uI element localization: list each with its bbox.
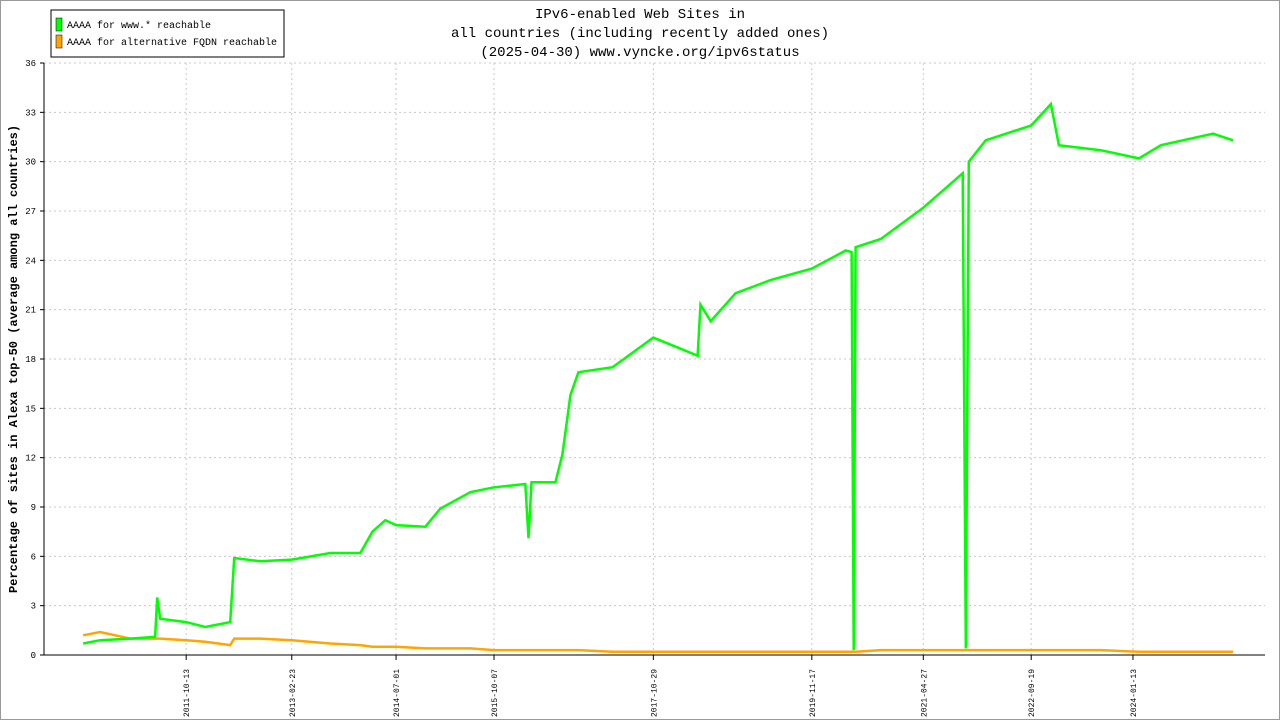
y-axis-label: Percentage of sites in Alexa top-50 (ave…	[7, 125, 21, 593]
x-tick-label: 2019-11-17	[809, 669, 818, 717]
y-tick-label: 0	[31, 651, 36, 661]
legend-swatch	[55, 34, 63, 49]
chart-title: IPv6-enabled Web Sites in	[535, 7, 745, 23]
x-tick-label: 2011-10-13	[183, 669, 192, 717]
x-tick-label: 2021-04-27	[920, 669, 929, 717]
x-tick-label: 2013-02-23	[289, 669, 298, 717]
y-tick-label: 33	[25, 108, 36, 118]
y-tick-label: 18	[25, 355, 36, 365]
y-tick-label: 15	[25, 404, 36, 414]
legend-box	[50, 9, 285, 58]
legend-swatch	[55, 17, 63, 32]
y-tick-label: 6	[31, 552, 36, 562]
x-tick-label: 2022-09-19	[1028, 669, 1037, 717]
chart-title: all countries (including recently added …	[451, 26, 829, 42]
x-tick-label: 2014-07-01	[393, 669, 402, 717]
legend-label: AAAA for alternative FQDN reachable	[67, 37, 277, 49]
x-tick-label: 2024-01-13	[1130, 669, 1139, 717]
y-tick-label: 3	[31, 602, 36, 612]
y-tick-label: 24	[25, 256, 36, 266]
y-tick-label: 21	[25, 306, 36, 316]
series-line	[82, 101, 1234, 651]
y-tick-label: 36	[25, 59, 36, 69]
series-line	[82, 630, 1234, 653]
legend-label: AAAA for www.* reachable	[67, 20, 211, 32]
x-tick-label: 2015-10-07	[491, 669, 500, 717]
y-tick-label: 9	[31, 503, 36, 513]
y-tick-label: 12	[25, 454, 36, 464]
y-tick-label: 30	[25, 158, 36, 168]
chart-title: (2025-04-30) www.vyncke.org/ipv6status	[480, 45, 799, 61]
y-tick-label: 27	[25, 207, 36, 217]
x-tick-label: 2017-10-29	[650, 669, 659, 717]
